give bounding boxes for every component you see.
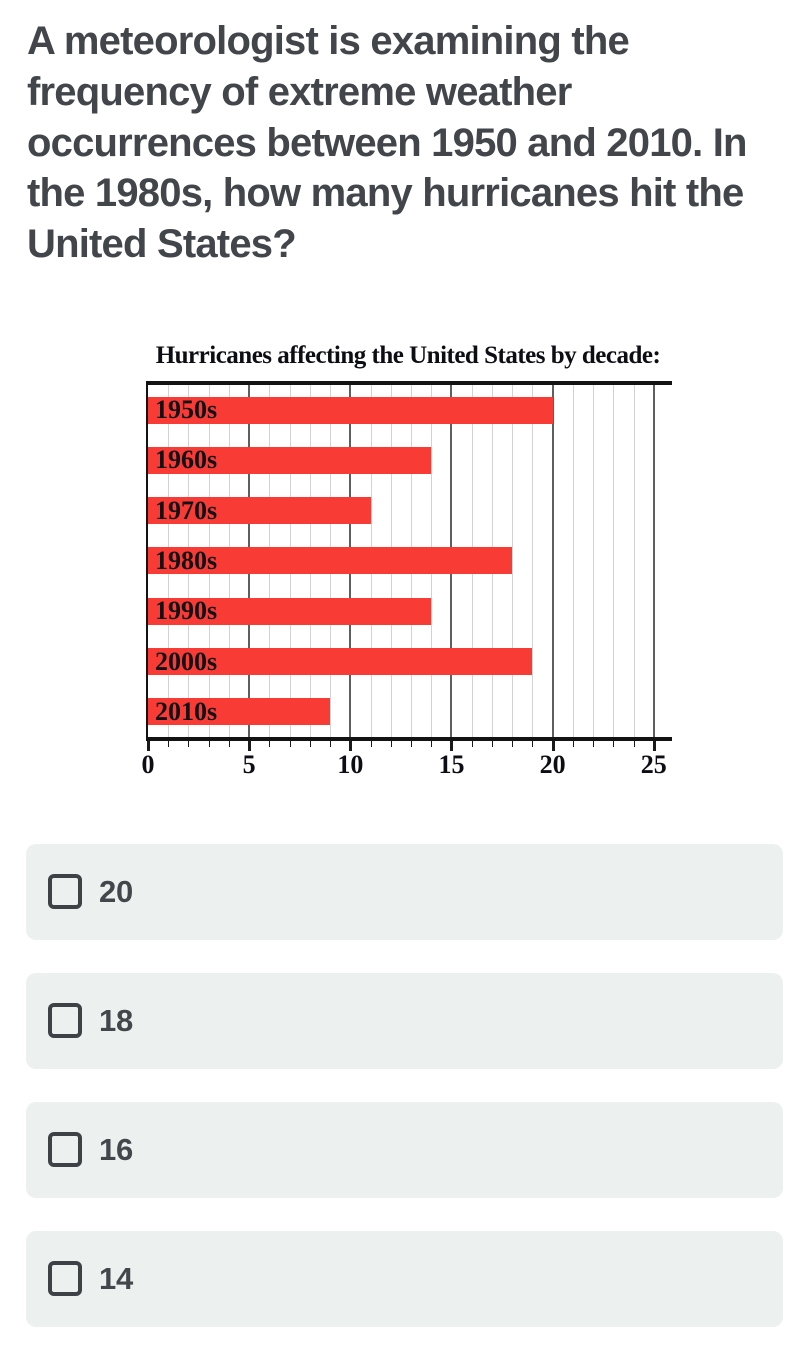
answer-options: 20 18 16 14 bbox=[26, 843, 783, 1327]
bar-label: 1970s bbox=[155, 495, 218, 525]
minor-tick bbox=[532, 740, 534, 747]
bar-2000s: 2000s bbox=[148, 646, 533, 676]
bar-2010s: 2010s bbox=[148, 696, 331, 726]
x-axis-ticks bbox=[147, 740, 672, 752]
chart-title: Hurricanes affecting the United States b… bbox=[155, 341, 661, 369]
option-label: 18 bbox=[99, 1002, 133, 1038]
bar-label: 1950s bbox=[155, 395, 218, 425]
bar-1950s: 1950s bbox=[148, 395, 553, 425]
minor-tick bbox=[491, 740, 493, 747]
minor-tick bbox=[370, 740, 372, 747]
checkbox-icon[interactable] bbox=[48, 1003, 82, 1039]
bar-row: 1950s bbox=[148, 385, 672, 435]
major-tick bbox=[450, 740, 454, 751]
minor-tick bbox=[168, 740, 170, 747]
question-text: A meteorologist is examining the frequen… bbox=[27, 19, 747, 267]
bar-1980s: 1980s bbox=[148, 545, 513, 575]
bar-row: 1960s bbox=[148, 435, 672, 485]
major-gridline bbox=[551, 384, 554, 737]
option-label: 14 bbox=[99, 1260, 133, 1296]
option-card-20[interactable]: 20 bbox=[26, 843, 783, 940]
minor-gridline bbox=[593, 384, 595, 737]
minor-tick bbox=[593, 740, 595, 747]
major-tick bbox=[349, 740, 353, 751]
minor-tick bbox=[208, 740, 210, 747]
major-gridline bbox=[652, 384, 655, 737]
minor-tick bbox=[228, 740, 230, 747]
major-tick bbox=[551, 740, 555, 751]
hurricane-bar-chart: Hurricanes affecting the United States b… bbox=[142, 341, 672, 782]
option-card-18[interactable]: 18 bbox=[26, 972, 783, 1069]
minor-tick bbox=[431, 740, 433, 747]
tick-label: 0 bbox=[141, 749, 155, 779]
option-card-14[interactable]: 14 bbox=[26, 1230, 783, 1327]
bar-label: 1980s bbox=[155, 545, 218, 575]
bars-layer: 1950s 1960s 1970s 1980s 1990s 2000s 2010s bbox=[148, 385, 672, 737]
minor-tick bbox=[512, 740, 514, 747]
minor-tick bbox=[572, 740, 574, 747]
minor-gridline bbox=[613, 384, 615, 737]
major-tick bbox=[147, 740, 150, 751]
bar-label: 1990s bbox=[155, 596, 218, 626]
minor-tick bbox=[633, 740, 635, 747]
tick-label: 15 bbox=[438, 749, 465, 779]
bar-row: 1970s bbox=[148, 486, 672, 536]
minor-tick bbox=[289, 740, 291, 747]
minor-tick bbox=[411, 740, 412, 747]
tick-label: 5 bbox=[242, 749, 256, 779]
bar-1970s: 1970s bbox=[148, 495, 371, 525]
bar-label: 2010s bbox=[155, 696, 218, 726]
bar-row: 1980s bbox=[148, 536, 672, 586]
minor-tick bbox=[471, 740, 473, 747]
tick-label: 10 bbox=[337, 749, 364, 779]
bar-1960s: 1960s bbox=[148, 445, 432, 475]
bar-1990s: 1990s bbox=[148, 596, 432, 626]
plot-area: 1950s 1960s 1970s 1980s 1990s 2000s 2010s bbox=[146, 380, 672, 741]
bar-row: 2000s bbox=[148, 636, 672, 686]
bar-label: 1960s bbox=[155, 445, 218, 475]
minor-tick bbox=[330, 740, 332, 747]
checkbox-icon[interactable] bbox=[48, 874, 82, 910]
x-axis-tick-labels: 0 5 10 15 20 25 bbox=[142, 749, 672, 782]
option-label: 16 bbox=[99, 1131, 133, 1167]
minor-tick bbox=[188, 740, 190, 747]
major-tick bbox=[248, 740, 252, 751]
minor-tick bbox=[309, 740, 311, 747]
tick-label: 25 bbox=[640, 749, 667, 779]
bar-row: 1990s bbox=[148, 586, 672, 636]
checkbox-icon[interactable] bbox=[48, 1261, 82, 1297]
major-tick bbox=[652, 740, 656, 751]
minor-tick bbox=[390, 740, 392, 747]
minor-gridline bbox=[512, 384, 514, 737]
bar-row: 2010s bbox=[148, 687, 672, 737]
option-label: 20 bbox=[99, 873, 133, 909]
minor-gridline bbox=[572, 384, 574, 737]
minor-tick bbox=[269, 740, 271, 747]
minor-gridline bbox=[633, 384, 635, 737]
bar-label: 2000s bbox=[155, 646, 218, 676]
option-card-16[interactable]: 16 bbox=[26, 1101, 783, 1198]
checkbox-icon[interactable] bbox=[48, 1132, 82, 1168]
minor-gridline bbox=[532, 384, 534, 737]
minor-tick bbox=[613, 740, 615, 747]
tick-label: 20 bbox=[539, 749, 566, 779]
